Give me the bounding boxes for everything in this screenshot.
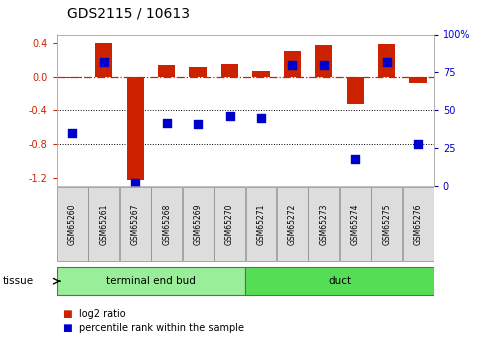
- Text: GSM65275: GSM65275: [382, 204, 391, 245]
- FancyBboxPatch shape: [309, 187, 339, 262]
- Point: [288, 62, 296, 68]
- Bar: [64, 77, 81, 78]
- FancyBboxPatch shape: [214, 187, 245, 262]
- Point: [257, 115, 265, 121]
- Bar: [315, 45, 332, 77]
- FancyBboxPatch shape: [340, 187, 371, 262]
- Bar: [410, 77, 427, 83]
- Text: GSM65268: GSM65268: [162, 204, 171, 245]
- Point: [352, 156, 359, 162]
- Point: [226, 114, 234, 119]
- Bar: [221, 64, 238, 77]
- Bar: [347, 77, 364, 104]
- Text: GSM65267: GSM65267: [131, 204, 140, 245]
- Text: GSM65273: GSM65273: [319, 204, 328, 245]
- Text: terminal end bud: terminal end bud: [106, 276, 196, 286]
- Bar: [189, 67, 207, 77]
- Point: [100, 59, 108, 65]
- FancyBboxPatch shape: [277, 187, 308, 262]
- Text: GSM65260: GSM65260: [68, 204, 77, 245]
- FancyBboxPatch shape: [151, 187, 182, 262]
- Text: GSM65270: GSM65270: [225, 204, 234, 245]
- Bar: [158, 65, 176, 77]
- Text: ■: ■: [62, 309, 71, 319]
- Text: GSM65271: GSM65271: [256, 204, 266, 245]
- Text: GSM65261: GSM65261: [99, 204, 108, 245]
- Bar: [284, 51, 301, 77]
- FancyBboxPatch shape: [57, 267, 245, 295]
- Text: log2 ratio: log2 ratio: [79, 309, 126, 319]
- Bar: [378, 44, 395, 77]
- Point: [69, 130, 76, 136]
- Point: [383, 59, 390, 65]
- FancyBboxPatch shape: [120, 187, 151, 262]
- FancyBboxPatch shape: [57, 187, 88, 262]
- FancyBboxPatch shape: [245, 267, 434, 295]
- Bar: [127, 77, 144, 179]
- Text: duct: duct: [328, 276, 351, 286]
- FancyBboxPatch shape: [403, 187, 433, 262]
- Text: GSM65272: GSM65272: [288, 204, 297, 245]
- Bar: [252, 71, 270, 77]
- FancyBboxPatch shape: [183, 187, 213, 262]
- Point: [194, 121, 202, 127]
- Point: [414, 141, 422, 147]
- Text: percentile rank within the sample: percentile rank within the sample: [79, 323, 244, 333]
- Text: GSM65276: GSM65276: [414, 204, 423, 245]
- Text: ■: ■: [62, 323, 71, 333]
- Point: [320, 62, 328, 68]
- FancyBboxPatch shape: [88, 187, 119, 262]
- Text: GSM65269: GSM65269: [194, 204, 203, 245]
- Text: tissue: tissue: [2, 276, 34, 286]
- Text: GSM65274: GSM65274: [351, 204, 360, 245]
- Point: [163, 120, 171, 125]
- Point: [131, 180, 139, 186]
- Bar: [95, 43, 112, 77]
- FancyBboxPatch shape: [246, 187, 277, 262]
- FancyBboxPatch shape: [371, 187, 402, 262]
- Text: GDS2115 / 10613: GDS2115 / 10613: [67, 6, 189, 20]
